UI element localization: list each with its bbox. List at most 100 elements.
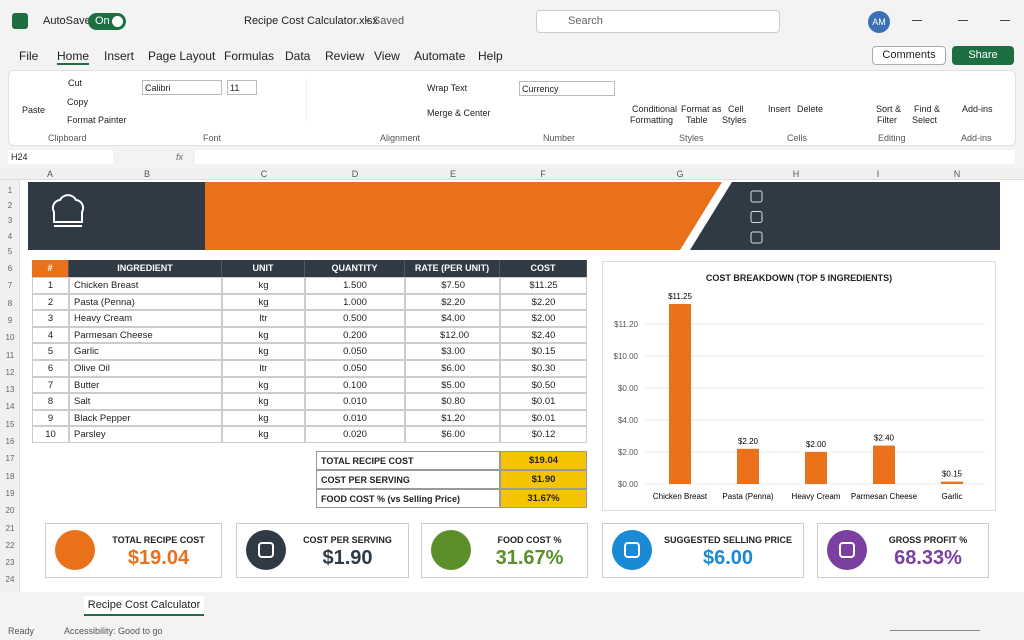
- logo: YOUR LOGO: [96, 204, 194, 221]
- ribbon-item[interactable]: Paste: [22, 105, 46, 115]
- table-cell: $2.20: [500, 293, 587, 311]
- table-cell: 0.020: [305, 426, 405, 443]
- table-cell: 4: [32, 326, 69, 344]
- info-label: Recipe:: [774, 210, 811, 222]
- ribbon-item[interactable]: Cell: [728, 104, 744, 114]
- ribbon-item[interactable]: Insert: [768, 104, 791, 114]
- ribbon-item[interactable]: Calibri: [142, 80, 222, 95]
- column-header: E: [449, 169, 456, 179]
- column-header: A: [46, 169, 53, 179]
- ribbon-item[interactable]: Add-ins: [962, 104, 993, 114]
- table-cell: $7.50: [405, 277, 500, 294]
- share-button[interactable]: Share: [952, 46, 1014, 65]
- table-header: RATE (PER UNIT): [405, 260, 500, 277]
- row-header: 8: [7, 298, 13, 308]
- kpi-card: [236, 523, 409, 578]
- row-header: 23: [5, 558, 15, 568]
- kpi-card: [421, 523, 588, 578]
- window-control[interactable]: [912, 20, 922, 21]
- summary-value: $19.04: [500, 451, 587, 470]
- col-header-bar: [0, 168, 1024, 180]
- table-cell: 1.500: [305, 277, 405, 294]
- table-cell: Heavy Cream: [69, 310, 222, 327]
- table-cell: 10: [32, 426, 69, 443]
- menu-tab[interactable]: Home: [57, 49, 90, 65]
- table-cell: Olive Oil: [69, 360, 222, 377]
- ribbon-item[interactable]: 11: [227, 80, 257, 95]
- column-header: I: [876, 169, 880, 179]
- ribbon-item[interactable]: Formatting: [630, 115, 674, 125]
- search-box[interactable]: [536, 10, 780, 33]
- ribbon-group-label: Font: [203, 133, 222, 143]
- menu-tab[interactable]: Data: [285, 49, 311, 63]
- toggle-knob: [112, 16, 123, 27]
- tagline: TAGLINE GOES HERE: [98, 223, 182, 232]
- row-header: 21: [5, 523, 15, 533]
- comments-button[interactable]: Comments: [872, 46, 946, 65]
- menu-tab[interactable]: Review: [325, 49, 365, 63]
- ribbon-item[interactable]: Filter: [877, 115, 897, 125]
- table-cell: kg: [222, 393, 305, 410]
- table-cell: Butter: [69, 376, 222, 394]
- avatar[interactable]: AM: [868, 11, 890, 33]
- table-cell: 0.200: [305, 326, 405, 344]
- summary-label: COST PER SERVING: [316, 470, 500, 489]
- table-cell: 8: [32, 393, 69, 410]
- window-control[interactable]: [1000, 20, 1010, 21]
- info-label: Date:: [774, 190, 800, 201]
- ribbon-item[interactable]: Cut: [68, 78, 83, 88]
- table-cell: $5.00: [405, 376, 500, 394]
- menu-tab[interactable]: Help: [478, 49, 503, 63]
- window-control[interactable]: [958, 20, 968, 21]
- row-header: 12: [5, 367, 15, 377]
- menu-tab[interactable]: Formulas: [224, 49, 275, 63]
- ribbon-item[interactable]: Select: [912, 115, 938, 125]
- menu-tab[interactable]: Insert: [104, 49, 135, 63]
- table-cell: kg: [222, 277, 305, 294]
- table-cell: $11.25: [500, 277, 587, 294]
- table-cell: kg: [222, 426, 305, 443]
- menu-tab[interactable]: Page Layout: [148, 49, 216, 63]
- ribbon-item[interactable]: Format as: [681, 104, 722, 114]
- info-label: Servings:: [774, 231, 820, 242]
- row-header: 6: [7, 264, 13, 273]
- ribbon-item[interactable]: Sort &: [876, 104, 902, 114]
- sheet-tab[interactable]: Recipe Cost Calculator: [84, 596, 204, 616]
- row-header: 24: [5, 575, 15, 585]
- table-cell: kg: [222, 293, 305, 311]
- table-cell: 3: [32, 310, 69, 327]
- table-cell: $0.01: [500, 409, 587, 427]
- ribbon-item[interactable]: Delete: [797, 104, 824, 114]
- ribbon-item[interactable]: Conditional: [632, 104, 678, 114]
- column-header: H: [792, 169, 800, 179]
- menu-tab[interactable]: File: [19, 49, 39, 63]
- ribbon: [8, 70, 1016, 146]
- row-header: 18: [5, 471, 15, 481]
- table-cell: $2.40: [500, 326, 587, 344]
- table-cell: $0.50: [500, 376, 587, 394]
- ribbon-item[interactable]: Currency: [519, 81, 615, 96]
- ribbon-item[interactable]: Copy: [67, 97, 89, 107]
- name-box: [8, 150, 113, 164]
- row-header: 13: [5, 385, 15, 395]
- menu-tab[interactable]: Automate: [414, 49, 466, 63]
- ribbon-item[interactable]: Format Painter: [67, 115, 127, 125]
- ribbon-item[interactable]: Find &: [914, 104, 941, 114]
- ribbon-item[interactable]: Styles: [722, 115, 747, 125]
- ribbon-item[interactable]: Merge & Center: [427, 108, 491, 118]
- ribbon-item[interactable]: Table: [686, 115, 708, 125]
- menu-tab[interactable]: View: [374, 49, 400, 63]
- info-value: Creamy Chicken Pasta: [838, 210, 946, 222]
- ribbon-item[interactable]: Wrap Text: [427, 83, 468, 93]
- row-header: 10: [5, 333, 15, 343]
- kpi-label: FOOD COST %: [497, 535, 562, 545]
- info-value: 17-May-2025: [838, 190, 898, 201]
- table-cell: $0.30: [500, 360, 587, 377]
- row-header: 2: [7, 201, 13, 211]
- fx: fx: [176, 152, 184, 162]
- table-header: INGREDIENT: [69, 260, 222, 277]
- kpi-card: [602, 523, 804, 578]
- table-cell: 0.010: [305, 393, 405, 410]
- zoom-slider[interactable]: [890, 630, 980, 631]
- row-header: 11: [5, 350, 15, 360]
